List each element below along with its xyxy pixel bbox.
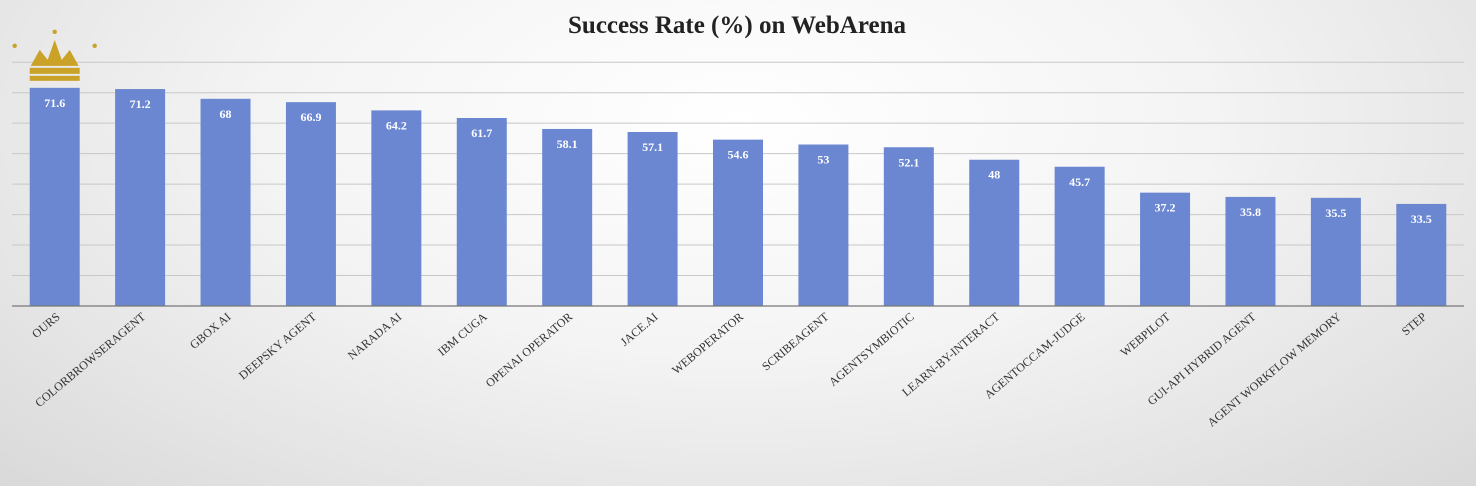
bar — [1225, 196, 1276, 306]
bar — [798, 144, 849, 306]
data-label: 68 — [220, 107, 232, 121]
bar — [200, 98, 251, 306]
data-label: 35.5 — [1325, 206, 1346, 220]
bar — [713, 139, 763, 306]
crown-jewel — [12, 43, 17, 49]
category-tick-label: IBM CUGA — [435, 309, 490, 358]
data-label: 71.2 — [130, 97, 151, 111]
data-label: 66.9 — [300, 110, 321, 124]
data-label: 71.6 — [44, 96, 65, 110]
data-label: 61.7 — [471, 126, 492, 140]
category-tick-label: JACE.AI — [618, 310, 661, 349]
data-label: 58.1 — [557, 137, 578, 151]
category-tick-label: OURS — [29, 310, 63, 341]
category-tick-label: WEBPILOT — [1118, 309, 1174, 359]
data-label: 57.1 — [642, 140, 663, 154]
bar — [627, 132, 678, 306]
category-tick-label: NARADA AI — [345, 310, 404, 363]
bar — [1140, 192, 1191, 306]
bar — [1396, 203, 1447, 306]
crown-base — [29, 75, 80, 81]
bar — [371, 110, 422, 306]
bar — [1310, 197, 1361, 306]
crown-band — [29, 67, 80, 74]
category-tick-label: GBOX AI — [187, 310, 234, 352]
category-tick-label: AGENT WORKFLOW MEMORY — [1205, 309, 1344, 429]
data-label: 45.7 — [1069, 175, 1090, 189]
bar — [542, 128, 593, 306]
data-labels: 71.6 71.2 68 66.9 64.2 61.7 58.1 57.1 54.6 53 52.1… — [44, 96, 1432, 226]
data-label: 54.6 — [728, 148, 749, 162]
category-tick-label: AGENTSYMBIOTIC — [826, 310, 917, 389]
data-label: 33.5 — [1411, 212, 1432, 226]
bar — [29, 87, 80, 306]
bar — [969, 159, 1020, 306]
category-tick-label: DEEPSKY AGENT — [236, 309, 319, 382]
data-label: 53 — [817, 153, 829, 167]
data-label: 64.2 — [386, 118, 407, 132]
category-tick-label: OPENAI OPERATOR — [483, 310, 575, 391]
category-tick-label: STEP — [1399, 309, 1430, 338]
data-label: 35.8 — [1240, 205, 1261, 219]
bar — [456, 118, 507, 307]
chart-title: Success Rate (%) on WebArena — [568, 12, 906, 39]
data-label: 37.2 — [1155, 201, 1176, 215]
bars — [29, 87, 1447, 307]
bar — [883, 147, 934, 306]
bar — [115, 89, 166, 307]
category-tick-label: WEBOPERATOR — [669, 310, 746, 378]
data-label: 48 — [988, 168, 1000, 182]
crown-jewel — [92, 43, 97, 49]
crown-jewel — [52, 29, 57, 35]
bar — [1054, 166, 1105, 306]
crown-body — [30, 39, 79, 66]
bar — [285, 102, 336, 306]
data-label: 52.1 — [898, 155, 919, 169]
category-tick-label: SCRIBEAGENT — [759, 309, 832, 373]
crown-icon — [12, 29, 97, 81]
